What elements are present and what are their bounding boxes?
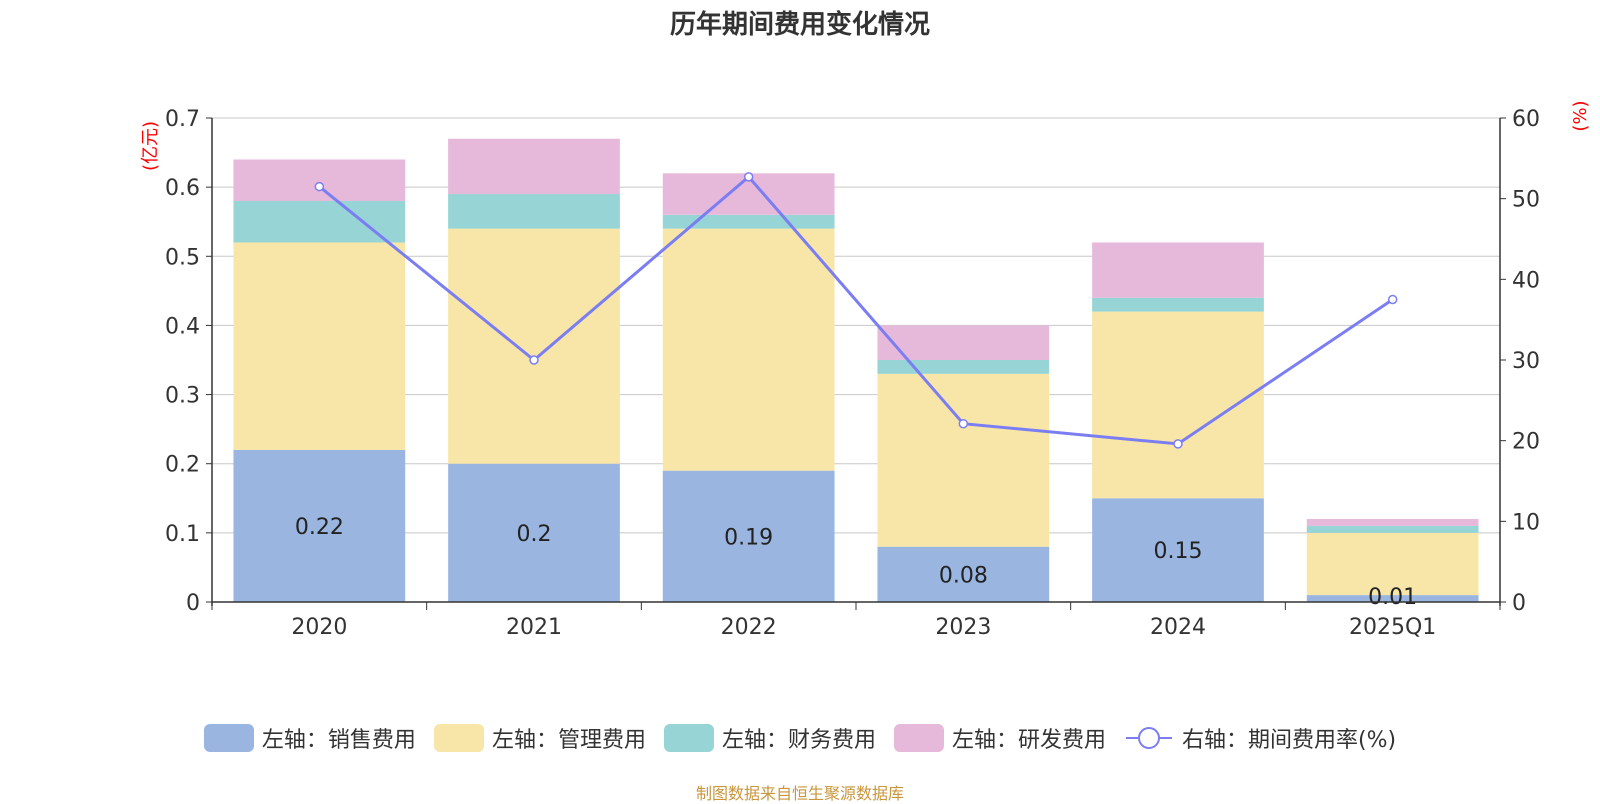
x-axis-tick-label: 2020 bbox=[291, 615, 347, 640]
left-axis-unit-label: (亿元) bbox=[140, 121, 161, 171]
legend-swatch-rate-icon bbox=[1125, 727, 1172, 749]
legend-swatch-sales bbox=[203, 724, 254, 752]
bar-segment bbox=[1092, 242, 1264, 298]
bar-segment bbox=[877, 546, 1050, 602]
bar-segment bbox=[662, 470, 835, 602]
bar-segment bbox=[1306, 595, 1479, 602]
bar-segment bbox=[1306, 519, 1479, 526]
x-axis-tick-label: 2021 bbox=[506, 615, 562, 640]
bar-segment bbox=[1092, 498, 1264, 602]
right-axis-tick-label: 60 bbox=[1512, 107, 1540, 132]
left-axis-tick-label: 0.7 bbox=[165, 107, 200, 132]
right-axis-tick-label: 50 bbox=[1512, 188, 1540, 213]
legend-item-finance[interactable]: 左轴：财务费用 bbox=[663, 722, 876, 754]
right-axis-tick-label: 30 bbox=[1512, 349, 1540, 374]
left-axis-tick-label: 0.3 bbox=[165, 384, 200, 409]
bar-data-label: 0.22 bbox=[295, 515, 344, 540]
left-axis-tick-label: 0.6 bbox=[165, 176, 200, 201]
legend-label-sales: 左轴：销售费用 bbox=[261, 728, 416, 753]
x-axis-tick-label: 2024 bbox=[1150, 615, 1206, 640]
right-axis-tick-label: 0 bbox=[1512, 591, 1526, 616]
legend-item-rnd[interactable]: 左轴：研发费用 bbox=[893, 722, 1106, 754]
x-axis-tick-label: 2025Q1 bbox=[1349, 615, 1436, 640]
legend-item-admin[interactable]: 左轴：管理费用 bbox=[433, 722, 646, 754]
rate-point bbox=[314, 181, 325, 192]
bar-data-label: 0.08 bbox=[939, 563, 988, 588]
chart-canvas: 0 0.1 0.2 0.3 0.4 0.5 0.6 0.7 0 10 20 30 40 50 60 (亿元) (… bbox=[140, 100, 1591, 640]
bar-segment bbox=[233, 159, 406, 201]
legend-swatch-admin bbox=[433, 724, 484, 752]
bar-segment bbox=[448, 228, 620, 464]
chart-title: 历年期间费用变化情况 bbox=[669, 10, 930, 40]
left-axis-tick-label: 0 bbox=[186, 591, 200, 616]
legend-swatch-rnd bbox=[893, 724, 944, 752]
source-note: 制图数据来自恒生聚源数据库 bbox=[695, 784, 904, 803]
bar-segment bbox=[233, 449, 406, 602]
legend-label-admin: 左轴：管理费用 bbox=[491, 728, 646, 753]
bar-segment bbox=[877, 373, 1050, 547]
right-axis-unit-label: (%) bbox=[1570, 100, 1591, 131]
right-axis-tick-label: 20 bbox=[1512, 430, 1540, 455]
bar-segment bbox=[448, 463, 620, 602]
bar-data-label: 0.19 bbox=[724, 525, 773, 550]
bar-segment bbox=[1092, 297, 1264, 312]
bar-segment bbox=[1306, 532, 1479, 596]
rate-point bbox=[958, 418, 969, 429]
bar-segment bbox=[233, 200, 406, 243]
bar-segment bbox=[448, 138, 620, 195]
left-axis-tick-label: 0.4 bbox=[165, 314, 200, 339]
bar-segment bbox=[877, 325, 1050, 360]
bar-data-label: 0.01 bbox=[1368, 585, 1417, 610]
legend-swatch-finance bbox=[663, 724, 714, 752]
left-axis-tick-label: 0.2 bbox=[165, 453, 200, 478]
bar-segment bbox=[448, 194, 620, 229]
bar-segment bbox=[1306, 525, 1479, 533]
rate-point bbox=[1173, 439, 1183, 449]
bar-data-label: 0.2 bbox=[517, 522, 552, 547]
x-axis-tick-label: 2023 bbox=[935, 615, 991, 640]
bar-segment bbox=[233, 242, 406, 450]
bar-data-label: 0.15 bbox=[1154, 539, 1203, 564]
chart-legend: 左轴：销售费用 左轴：管理费用 左轴：财务费用 左轴：研发费用 右轴：期间费用率… bbox=[0, 722, 1600, 754]
right-axis-tick-label: 40 bbox=[1512, 268, 1540, 293]
legend-label-rnd: 左轴：研发费用 bbox=[951, 728, 1106, 753]
right-axis-tick-label: 10 bbox=[1512, 510, 1540, 535]
legend-item-sales[interactable]: 左轴：销售费用 bbox=[203, 722, 416, 754]
rate-point bbox=[743, 172, 754, 182]
left-axis-tick-label: 0.1 bbox=[165, 522, 200, 547]
bar-segment bbox=[877, 360, 1050, 374]
x-axis-tick-label: 2022 bbox=[721, 615, 777, 640]
bar-segment bbox=[662, 228, 835, 471]
legend-item-rate[interactable]: 右轴：期间费用率(%) bbox=[1124, 722, 1396, 754]
rate-point bbox=[1387, 294, 1398, 305]
legend-label-finance: 左轴：财务费用 bbox=[721, 728, 876, 753]
legend-label-rate: 右轴：期间费用率(%) bbox=[1181, 728, 1397, 753]
rate-line bbox=[318, 174, 1394, 446]
rate-point bbox=[529, 355, 539, 365]
left-axis-tick-label: 0.5 bbox=[165, 245, 200, 270]
